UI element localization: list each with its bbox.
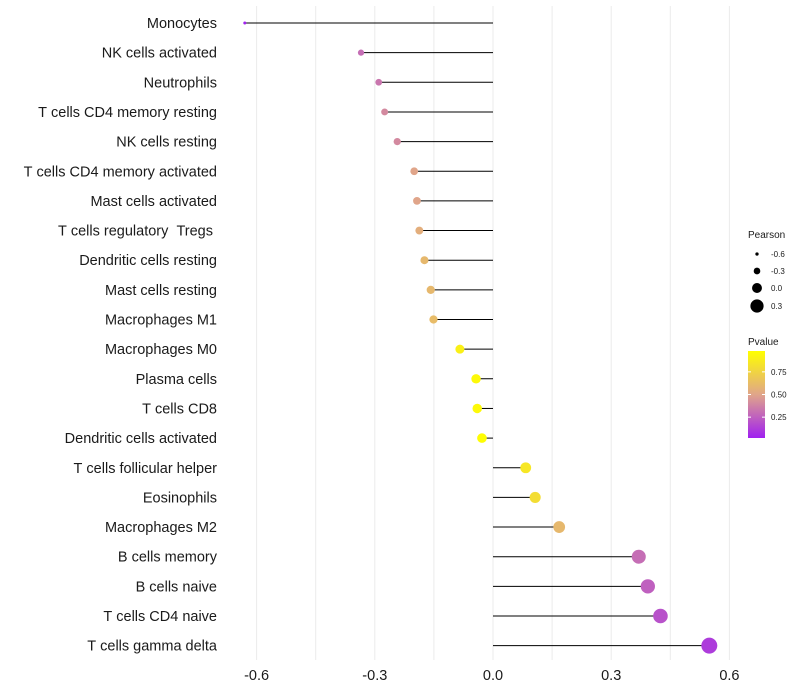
lollipop-point	[375, 78, 383, 86]
lollipop-point	[429, 315, 438, 324]
size-legend-title: Pearson	[748, 230, 785, 241]
lollipop-point	[243, 21, 247, 25]
category-label: Eosinophils	[143, 490, 217, 506]
x-tick-label: -0.3	[362, 668, 387, 684]
size-legend: Pearson -0.6 -0.3 0.0 0.3	[748, 230, 785, 313]
lollipop-point	[381, 108, 389, 116]
lollipop-point	[471, 374, 481, 384]
category-label: Macrophages M1	[105, 313, 217, 329]
color-legend-bar	[748, 351, 765, 438]
category-label: B cells naive	[136, 579, 217, 595]
category-label: Mast cells activated	[90, 194, 217, 210]
category-label: T cells CD4 memory resting	[38, 105, 217, 121]
category-label: Plasma cells	[136, 372, 217, 388]
lollipop-point	[426, 285, 435, 294]
category-label: Dendritic cells activated	[65, 431, 217, 447]
size-legend-label: 0.3	[771, 302, 783, 311]
category-label: T cells CD4 memory activated	[24, 164, 217, 180]
category-label: T cells regulatory Tregs	[58, 224, 217, 240]
category-label: NK cells activated	[102, 46, 217, 62]
category-label: T cells CD8	[142, 401, 217, 417]
lollipop-point	[477, 433, 487, 443]
lollipop-point	[393, 137, 401, 146]
size-legend-label: -0.6	[771, 250, 785, 259]
size-legend-key	[752, 283, 762, 293]
lollipop-point	[640, 579, 655, 594]
lollipop-point	[553, 521, 566, 533]
category-label: NK cells resting	[116, 135, 217, 151]
lollipop-point	[455, 344, 465, 354]
lollipop-point	[413, 197, 421, 205]
category-label: T cells follicular helper	[74, 461, 218, 477]
category-label: Macrophages M2	[105, 520, 217, 536]
grid	[256, 6, 730, 660]
category-label: Neutrophils	[144, 75, 217, 91]
lollipop-point	[357, 49, 365, 56]
lollipop-point	[653, 608, 668, 624]
size-legend-label: 0.0	[771, 284, 783, 293]
x-tick-label: -0.6	[244, 668, 269, 684]
category-label: Monocytes	[147, 16, 217, 32]
category-label: T cells CD4 naive	[103, 609, 217, 625]
x-tick-label: 0.0	[483, 668, 503, 684]
lollipop-point	[520, 462, 532, 474]
size-legend-label: -0.3	[771, 267, 785, 276]
points	[243, 21, 718, 654]
category-label: Dendritic cells resting	[79, 253, 217, 269]
category-label: B cells memory	[118, 550, 218, 566]
lollipop-point	[410, 167, 419, 176]
lollipop-point	[631, 549, 646, 564]
color-legend-title: Pvalue	[748, 337, 779, 348]
x-tick-label: 0.6	[719, 668, 739, 684]
color-legend: Pvalue 0.75 0.50 0.25	[748, 337, 787, 438]
category-label: T cells gamma delta	[87, 639, 218, 655]
lollipop-point	[420, 256, 429, 265]
x-tick-label: 0.3	[601, 668, 621, 684]
category-label: Macrophages M0	[105, 342, 217, 358]
color-legend-label: 0.25	[771, 413, 787, 422]
category-label: Mast cells resting	[105, 283, 217, 299]
color-legend-label: 0.50	[771, 391, 787, 400]
lollipop-point	[701, 637, 718, 654]
x-axis-labels: -0.6 -0.3 0.0 0.3 0.6	[244, 668, 739, 684]
lollipop-point	[529, 491, 541, 503]
size-legend-key	[750, 299, 764, 313]
size-legend-key	[753, 267, 761, 275]
size-legend-key	[755, 252, 759, 256]
color-legend-label: 0.75	[771, 368, 787, 377]
lollipop-point	[472, 403, 482, 414]
lollipop-point	[415, 226, 424, 235]
y-axis-labels: Monocytes NK cells activated Neutrophils T …	[24, 16, 218, 655]
